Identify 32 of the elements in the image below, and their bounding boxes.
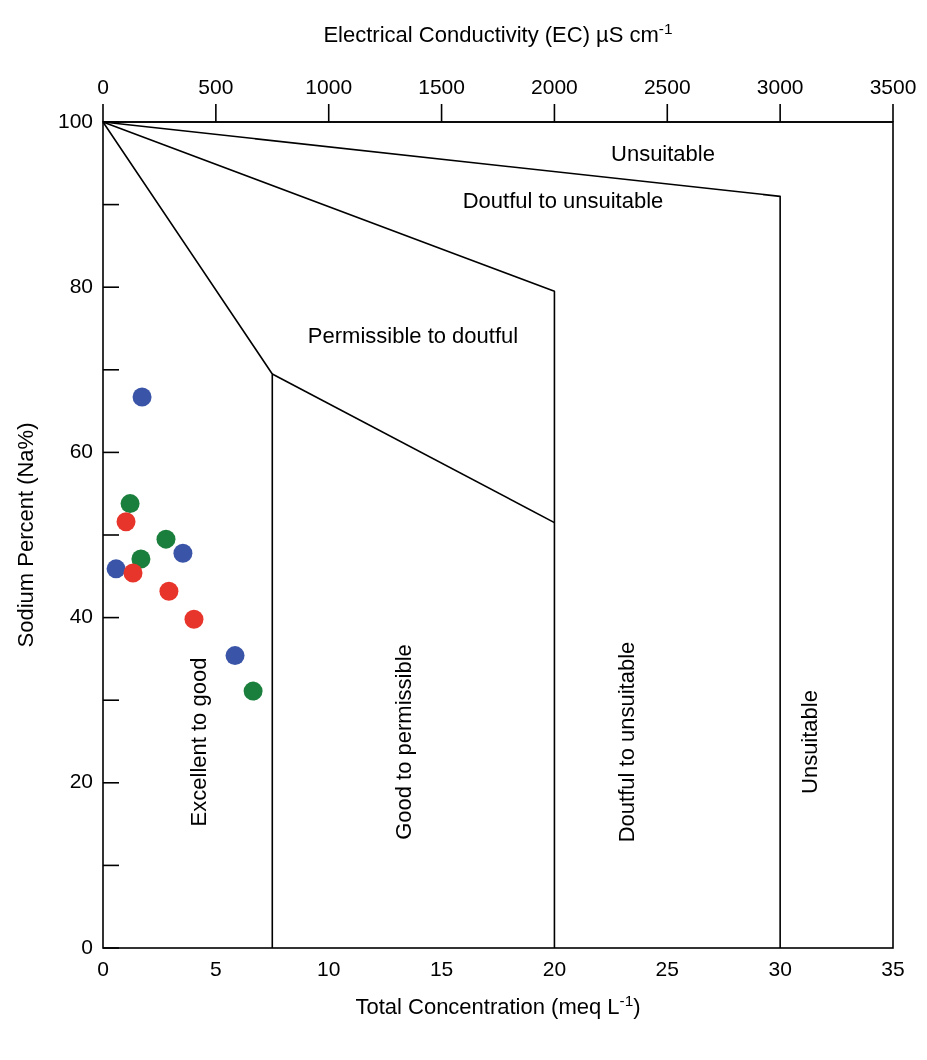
x-tick-label: 35 xyxy=(881,957,905,980)
y-tick-label: 20 xyxy=(69,769,93,793)
annotation: Doutful to unsuitable xyxy=(613,641,639,843)
x-tick-label: 15 xyxy=(429,957,454,980)
annotation: Good to permissible xyxy=(390,644,416,840)
x-tick-label: 5 xyxy=(210,957,222,980)
y-tick-label: 60 xyxy=(69,438,93,462)
annotation: Unsuitable xyxy=(611,140,715,166)
annotation: Unsuitable xyxy=(796,690,822,794)
x2-tick-label: 3000 xyxy=(756,75,804,98)
x-tick-label: 25 xyxy=(655,957,679,980)
x-tick-label: 10 xyxy=(317,957,341,980)
x-tick-label: 0 xyxy=(97,957,109,980)
x-tick-label: 30 xyxy=(768,957,792,980)
x-tick-label: 20 xyxy=(542,957,567,980)
x2-tick-label: 500 xyxy=(198,75,234,98)
y-tick-label: 100 xyxy=(57,108,93,132)
x2-tick-label: 3500 xyxy=(869,75,917,98)
x-axis-title: Total Concentration (meq L$^{-1}$) xyxy=(355,991,641,1019)
x2-tick-label: 2500 xyxy=(643,75,691,98)
y-tick-label: 0 xyxy=(81,934,93,958)
x2-tick-label: 0 xyxy=(97,75,109,98)
x2-tick-label: 2000 xyxy=(531,75,578,98)
annotation: Doutful to unsuitable xyxy=(462,187,664,213)
x2-tick-label: 1000 xyxy=(305,75,353,98)
y-tick-label: 40 xyxy=(69,604,93,628)
x2-tick-label: 1500 xyxy=(418,75,465,98)
y-axis-title: Sodium Percent (Na%) xyxy=(13,422,38,648)
y-tick-label: 80 xyxy=(69,273,93,297)
annotation: Permissible to doutful xyxy=(307,322,519,348)
x2-axis-title: Electrical Conductivity (EC) µS cm$^{-1}$ xyxy=(323,19,673,47)
annotation: Excellent to good xyxy=(185,657,211,827)
